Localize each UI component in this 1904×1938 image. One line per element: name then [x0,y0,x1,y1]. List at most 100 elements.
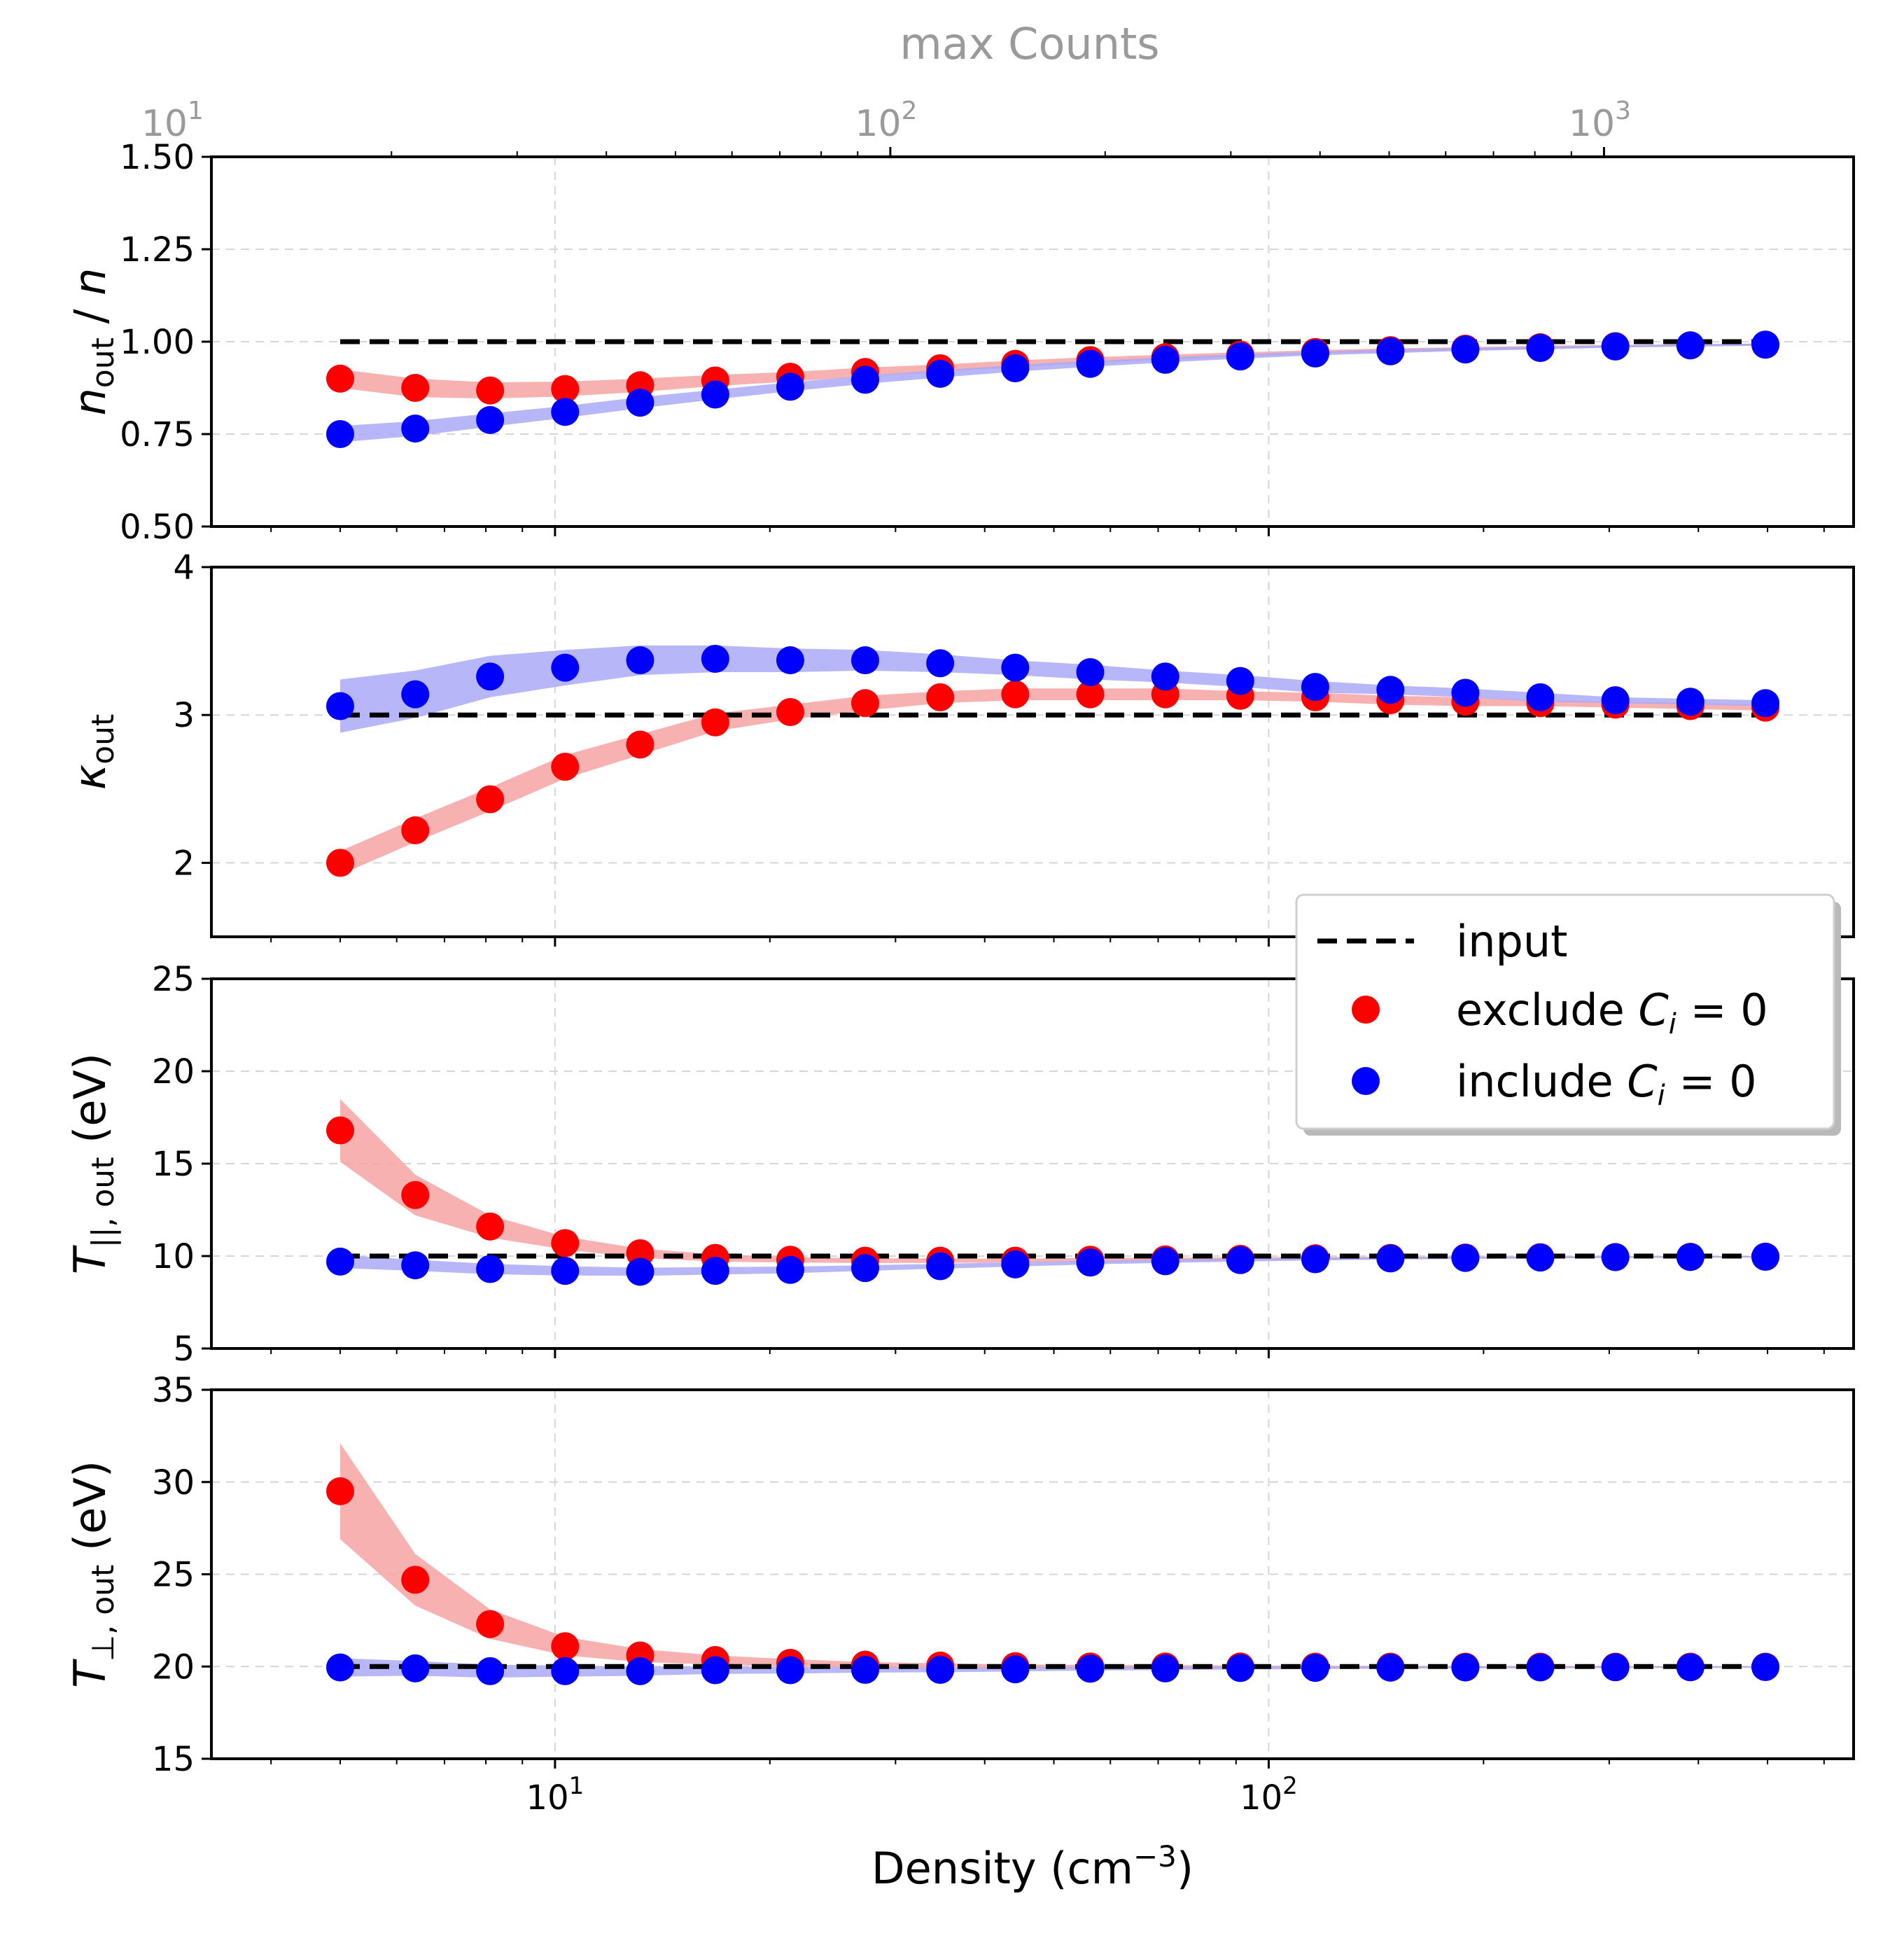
include-point [850,1254,879,1283]
legend-input-label: input [1456,916,1567,967]
panel-frame [210,1388,1855,1760]
include-point [476,662,505,691]
y-tick-label: 0.50 [120,508,195,547]
axes-layer [202,147,1855,1769]
include-point [1376,337,1405,365]
include-point [326,692,354,720]
include-point [701,1656,729,1685]
include-point [1451,335,1480,364]
include-point [1226,667,1254,695]
include-point [326,1247,354,1276]
top-tick-label: 101 [141,97,204,145]
include-point [1001,354,1030,383]
include-point [1676,688,1704,716]
top-tick-label: 102 [855,97,917,145]
exclude-point [401,374,430,402]
y-tick-label: 1.50 [120,138,195,177]
exclude-point [551,375,580,403]
include-point [926,1655,955,1684]
include-point [1526,333,1555,362]
y-axis-label-n: nout / n [64,268,121,416]
y-tick-label: 15 [152,1145,195,1184]
include-point [701,1257,729,1285]
top-tick-label: 103 [1569,97,1631,145]
exclude-error-band [340,343,1765,399]
exclude-point [551,1229,580,1257]
legend-include-label: include Ci = 0 [1456,1056,1757,1112]
x-axis-title: Density (cm−3) [872,1839,1194,1894]
include-error-band [340,1255,1765,1276]
exclude-error-band [340,688,1765,875]
points-layer [326,330,1780,1685]
include-point [1076,657,1105,686]
exclude-point [326,364,354,393]
include-point [476,1657,505,1685]
include-point [401,1251,430,1280]
include-point [1001,653,1030,682]
include-error-band [340,343,1765,442]
include-point [1751,1653,1780,1682]
include-point [776,372,804,401]
include-point [551,1657,580,1685]
y-tick-label: 4 [173,548,195,587]
exclude-point [776,697,804,726]
include-point [1451,1653,1480,1682]
include-point [1676,1243,1704,1271]
include-point [776,1656,804,1685]
y-tick-label: 3 [173,696,195,735]
exclude-point [326,849,354,877]
include-point [1001,1655,1030,1684]
y-tick-label: 25 [152,960,195,999]
y-tick-label: 25 [152,1556,195,1595]
exclude-point [1001,680,1030,709]
exclude-point [551,753,580,781]
include-point [401,414,430,443]
include-point [1451,1243,1480,1272]
include-point [1601,332,1630,361]
include-point [1301,339,1329,368]
panel-frame [210,566,1855,938]
include-point [701,644,729,673]
include-point [1226,1246,1254,1274]
y-tick-label: 15 [152,1740,195,1779]
exclude-point [926,683,955,711]
include-point [1076,1248,1105,1277]
exclude-point [476,1212,505,1241]
include-point [1301,673,1329,702]
exclude-point [476,376,505,405]
include-point [1376,1653,1405,1682]
y-tick-label: 30 [152,1463,195,1503]
include-point [1001,1250,1030,1278]
include-point [701,380,729,409]
include-point [1076,349,1105,378]
include-point [1076,1654,1105,1683]
include-point [1751,1243,1780,1271]
include-point [1526,1653,1555,1682]
include-point [1751,689,1780,718]
include-point [626,1657,654,1685]
include-point [1151,662,1180,691]
include-point [626,646,654,675]
y-tick-label: 1.00 [120,323,195,362]
y-tick-label: 10 [152,1237,195,1276]
include-point [850,1655,879,1684]
y-tick-label: 5 [173,1330,195,1369]
x-tick-label: 102 [1240,1772,1298,1818]
include-error-band [340,645,1765,733]
include-point [1376,676,1405,704]
include-point [551,653,580,682]
include-point [926,359,955,388]
y-axis-label-tpar: T||, out (eV) [64,1053,121,1274]
include-point [626,389,654,417]
include-point [1226,342,1254,371]
y-tick-label: 2 [173,844,195,883]
exclude-point [401,1566,430,1594]
top-axis-title: max Counts [899,18,1159,69]
y-tick-label: 35 [152,1371,195,1410]
exclude-point [326,1116,354,1145]
include-point [1151,1654,1180,1682]
labels-layer: 0.50 0.75 1.00 1.25 1.50 nout / n 2 3 4 κout 5 10 15… [64,18,1631,1894]
include-point [326,1653,354,1682]
include-point [850,646,879,675]
y-tick-label: 20 [152,1052,195,1092]
